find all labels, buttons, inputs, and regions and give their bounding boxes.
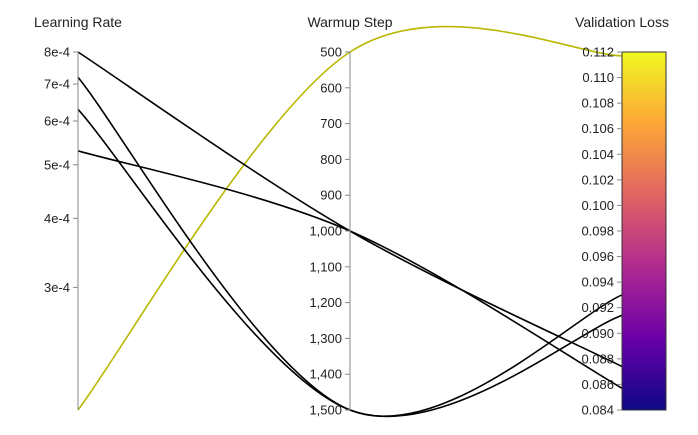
axes: Learning Rate 8e-4 7e-4 6e-4 5e-4 4e-4 3e-4 War… bbox=[34, 14, 669, 418]
tick-label: 1,100 bbox=[309, 259, 342, 274]
tick-label: 0.106 bbox=[581, 121, 614, 136]
tick-label: 0.092 bbox=[581, 300, 614, 315]
axis-title-warmup: Warmup Step bbox=[307, 14, 392, 30]
tick-label: 1,300 bbox=[309, 331, 342, 346]
colorbar bbox=[621, 51, 667, 411]
tick-label: 0.086 bbox=[581, 377, 614, 392]
series-line bbox=[77, 108, 623, 418]
tick-label: 6e-4 bbox=[44, 114, 70, 129]
tick-label: 900 bbox=[320, 188, 342, 203]
tick-label: 0.098 bbox=[581, 224, 614, 239]
tick-label: 0.088 bbox=[581, 351, 614, 366]
axis-loss: Validation Loss 0.112 0.110 0.108 0.106 0.104… bbox=[575, 14, 669, 418]
axis-warmup: Warmup Step 500 600 700 800 900 1,000 1,100 1,20… bbox=[307, 14, 392, 418]
series-line bbox=[77, 25, 623, 411]
tick-label: 5e-4 bbox=[44, 157, 70, 172]
tick-label: 0.090 bbox=[581, 326, 614, 341]
tick-label: 1,400 bbox=[309, 367, 342, 382]
tick-label: 0.096 bbox=[581, 249, 614, 264]
tick-label: 500 bbox=[320, 45, 342, 60]
tick-label: 1,000 bbox=[309, 224, 342, 239]
tick-label: 4e-4 bbox=[44, 211, 70, 226]
tick-label: 800 bbox=[320, 152, 342, 167]
tick-label: 1,500 bbox=[309, 403, 342, 418]
tick-label: 0.112 bbox=[582, 45, 614, 60]
tick-label: 0.108 bbox=[581, 96, 614, 111]
tick-label: 7e-4 bbox=[44, 77, 70, 92]
axis-lr: Learning Rate 8e-4 7e-4 6e-4 5e-4 4e-4 3e-4 bbox=[34, 14, 122, 410]
tick-label: 0.094 bbox=[581, 275, 614, 290]
tick-label: 0.102 bbox=[581, 172, 614, 187]
tick-label: 1,200 bbox=[309, 295, 342, 310]
axis-title-lr: Learning Rate bbox=[34, 14, 122, 30]
tick-label: 0.110 bbox=[582, 70, 614, 85]
tick-label: 8e-4 bbox=[44, 45, 70, 60]
tick-label: 700 bbox=[320, 116, 342, 131]
tick-label: 0.084 bbox=[581, 403, 614, 418]
tick-label: 600 bbox=[320, 80, 342, 95]
tick-label: 3e-4 bbox=[44, 280, 70, 295]
axis-title-loss: Validation Loss bbox=[575, 14, 669, 30]
tick-label: 0.104 bbox=[581, 147, 614, 162]
tick-label: 0.100 bbox=[581, 198, 614, 213]
